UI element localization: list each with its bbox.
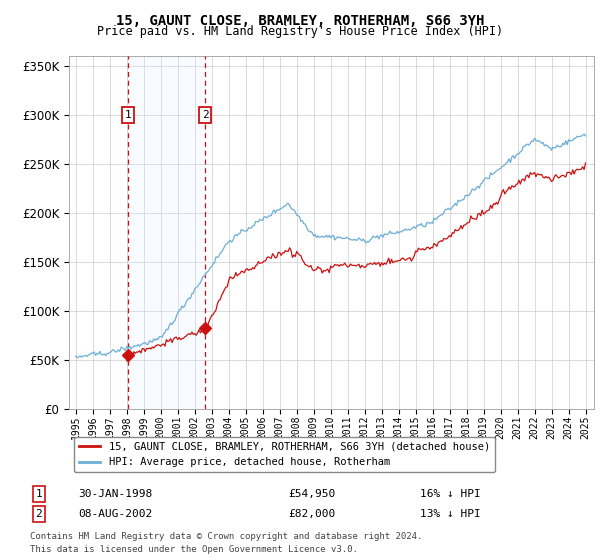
Text: 16% ↓ HPI: 16% ↓ HPI bbox=[420, 489, 481, 499]
Text: 15, GAUNT CLOSE, BRAMLEY, ROTHERHAM, S66 3YH: 15, GAUNT CLOSE, BRAMLEY, ROTHERHAM, S66… bbox=[116, 14, 484, 28]
Text: This data is licensed under the Open Government Licence v3.0.: This data is licensed under the Open Gov… bbox=[30, 545, 358, 554]
Text: 08-AUG-2002: 08-AUG-2002 bbox=[78, 509, 152, 519]
Text: £82,000: £82,000 bbox=[288, 509, 335, 519]
Text: 2: 2 bbox=[35, 509, 43, 519]
Text: 2: 2 bbox=[202, 110, 208, 120]
Text: 30-JAN-1998: 30-JAN-1998 bbox=[78, 489, 152, 499]
Text: Contains HM Land Registry data © Crown copyright and database right 2024.: Contains HM Land Registry data © Crown c… bbox=[30, 532, 422, 541]
Bar bbox=[128, 56, 205, 409]
Legend: 15, GAUNT CLOSE, BRAMLEY, ROTHERHAM, S66 3YH (detached house), HPI: Average pric: 15, GAUNT CLOSE, BRAMLEY, ROTHERHAM, S66… bbox=[74, 437, 495, 473]
Text: £54,950: £54,950 bbox=[288, 489, 335, 499]
Text: Price paid vs. HM Land Registry's House Price Index (HPI): Price paid vs. HM Land Registry's House … bbox=[97, 25, 503, 38]
Text: 1: 1 bbox=[35, 489, 43, 499]
Text: 1: 1 bbox=[125, 110, 131, 120]
Text: 13% ↓ HPI: 13% ↓ HPI bbox=[420, 509, 481, 519]
